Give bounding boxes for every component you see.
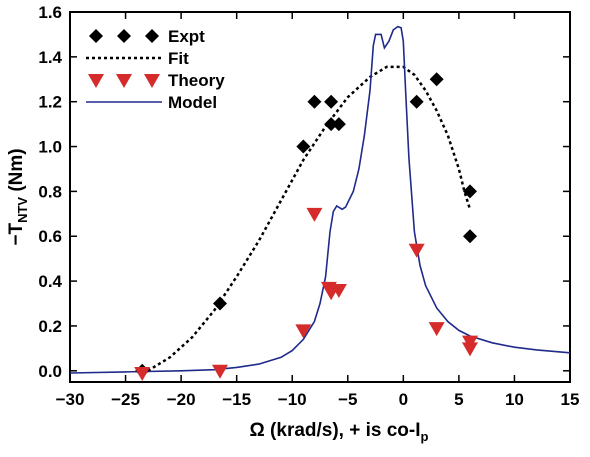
x-axis-title: Ω (krad/s), + is co-Ip [250,420,429,444]
theory-legend-marker [144,74,160,88]
y-tick-label: 0.4 [38,272,62,291]
expt-point [463,229,477,244]
expt-legend-marker [145,29,159,43]
expt-point [463,184,477,199]
theory-point [428,322,445,337]
x-tick-label: −25 [111,390,140,409]
theory-point [212,364,228,379]
expt-point [429,72,444,87]
legend-label-model: Model [168,93,217,112]
theory-point [462,342,478,357]
expt-point [296,139,311,154]
expt-point [409,94,424,109]
axis-ticks: −30 −25 −20 −15 −10 −5 0 5 10 15 0.0 0.2 0.4 0.6 0.8 1.… [38,3,579,409]
theory-legend-marker [88,74,104,88]
y-axis-title: −TNTV (Nm) [6,148,30,245]
theory-legend-marker [116,74,132,88]
y-tick-label: 0.0 [38,362,62,381]
x-tick-label: 15 [561,390,580,409]
theory-point [408,243,425,258]
y-tick-label: 1.0 [38,138,62,157]
expt-point [307,94,322,109]
x-tick-label: −10 [278,390,307,409]
y-tick-label: 1.2 [38,93,62,112]
theory-point [295,324,312,339]
y-tick-label: 0.8 [38,182,62,201]
theory-point [330,284,347,299]
y-tick-label: 0.6 [38,227,62,246]
legend-label-expt: Expt [168,27,205,46]
legend-label-theory: Theory [168,71,225,90]
x-tick-label: 0 [399,390,408,409]
expt-legend-marker [89,29,103,43]
x-tick-label: −20 [167,390,196,409]
expt-point [324,94,339,109]
model-line [69,25,571,374]
expt-point [331,117,346,132]
series-layer [69,25,571,382]
x-tick-label: −5 [338,390,357,409]
x-tick-label: −30 [56,390,85,409]
x-tick-label: 5 [454,390,463,409]
theory-point [306,207,323,222]
plot-frame [69,11,571,383]
expt-point [213,296,227,311]
y-tick-label: 0.2 [38,317,62,336]
x-tick-label: 10 [505,390,524,409]
expt-point [324,117,339,132]
y-tick-label: 1.4 [38,48,62,67]
y-tick-label: 1.6 [38,3,62,22]
legend: Expt Fit Theory Model [86,27,225,112]
theory-point [134,367,151,382]
expt-legend-marker [117,29,131,43]
legend-label-fit: Fit [168,49,189,68]
x-tick-label: −15 [222,390,251,409]
